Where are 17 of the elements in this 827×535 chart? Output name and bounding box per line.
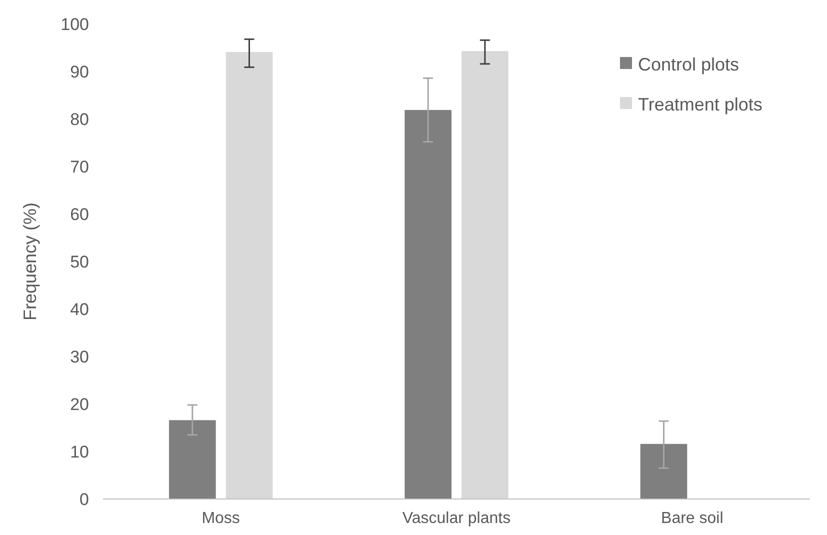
y-tick-label: 40 [70,300,89,319]
y-tick-label: 0 [80,490,89,509]
legend-label: Control plots [638,54,740,74]
y-tick-label: 100 [60,14,89,34]
y-tick-label: 90 [70,62,89,82]
x-tick-label: Vascular plants [402,510,511,527]
y-tick-label: 10 [70,442,89,462]
x-tick-label: Moss [202,510,240,527]
y-tick-label: 70 [70,157,89,176]
y-axis-title: Frequency (%) [20,202,40,321]
y-tick-label: 60 [70,204,89,224]
legend-label: Treatment plots [638,94,762,114]
y-tick-label: 80 [70,110,89,129]
y-tick-label: 30 [70,347,89,366]
y-tick-label: 50 [70,252,89,272]
y-tick-label: 20 [70,394,89,414]
x-tick-label: Bare soil [661,510,724,527]
